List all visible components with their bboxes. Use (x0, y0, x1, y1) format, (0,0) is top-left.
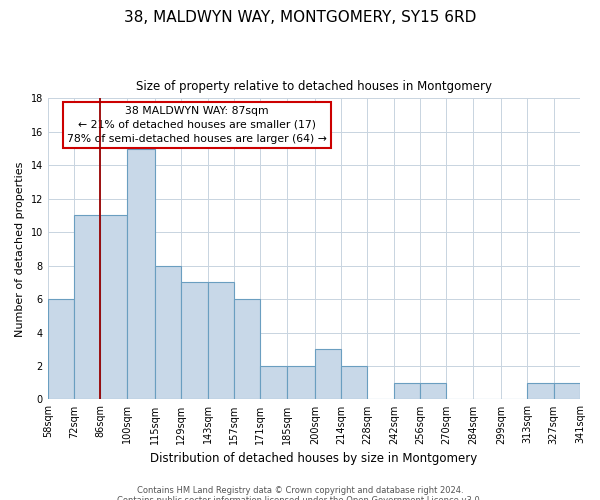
Bar (100, 216, 127, 400)
Text: Contains public sector information licensed under the Open Government Licence v3: Contains public sector information licen… (118, 496, 482, 500)
Y-axis label: Number of detached properties: Number of detached properties (15, 161, 25, 336)
Bar (527, 382, 554, 400)
Bar (315, 349, 341, 400)
Bar (420, 382, 446, 400)
Bar (48, 299, 74, 400)
Bar (74, 216, 100, 400)
Bar (234, 299, 260, 400)
X-axis label: Distribution of detached houses by size in Montgomery: Distribution of detached houses by size … (150, 452, 478, 465)
Text: 38 MALDWYN WAY: 87sqm
← 21% of detached houses are smaller (17)
78% of semi-deta: 38 MALDWYN WAY: 87sqm ← 21% of detached … (67, 106, 327, 144)
Bar (181, 282, 208, 400)
Bar (208, 282, 234, 400)
Text: Contains HM Land Registry data © Crown copyright and database right 2024.: Contains HM Land Registry data © Crown c… (137, 486, 463, 495)
Text: 38, MALDWYN WAY, MONTGOMERY, SY15 6RD: 38, MALDWYN WAY, MONTGOMERY, SY15 6RD (124, 10, 476, 25)
Bar (554, 382, 580, 400)
Title: Size of property relative to detached houses in Montgomery: Size of property relative to detached ho… (136, 80, 492, 93)
Bar (127, 148, 155, 400)
Bar (155, 266, 181, 400)
Bar (394, 382, 420, 400)
Bar (341, 366, 367, 400)
Bar (287, 366, 315, 400)
Bar (260, 366, 287, 400)
